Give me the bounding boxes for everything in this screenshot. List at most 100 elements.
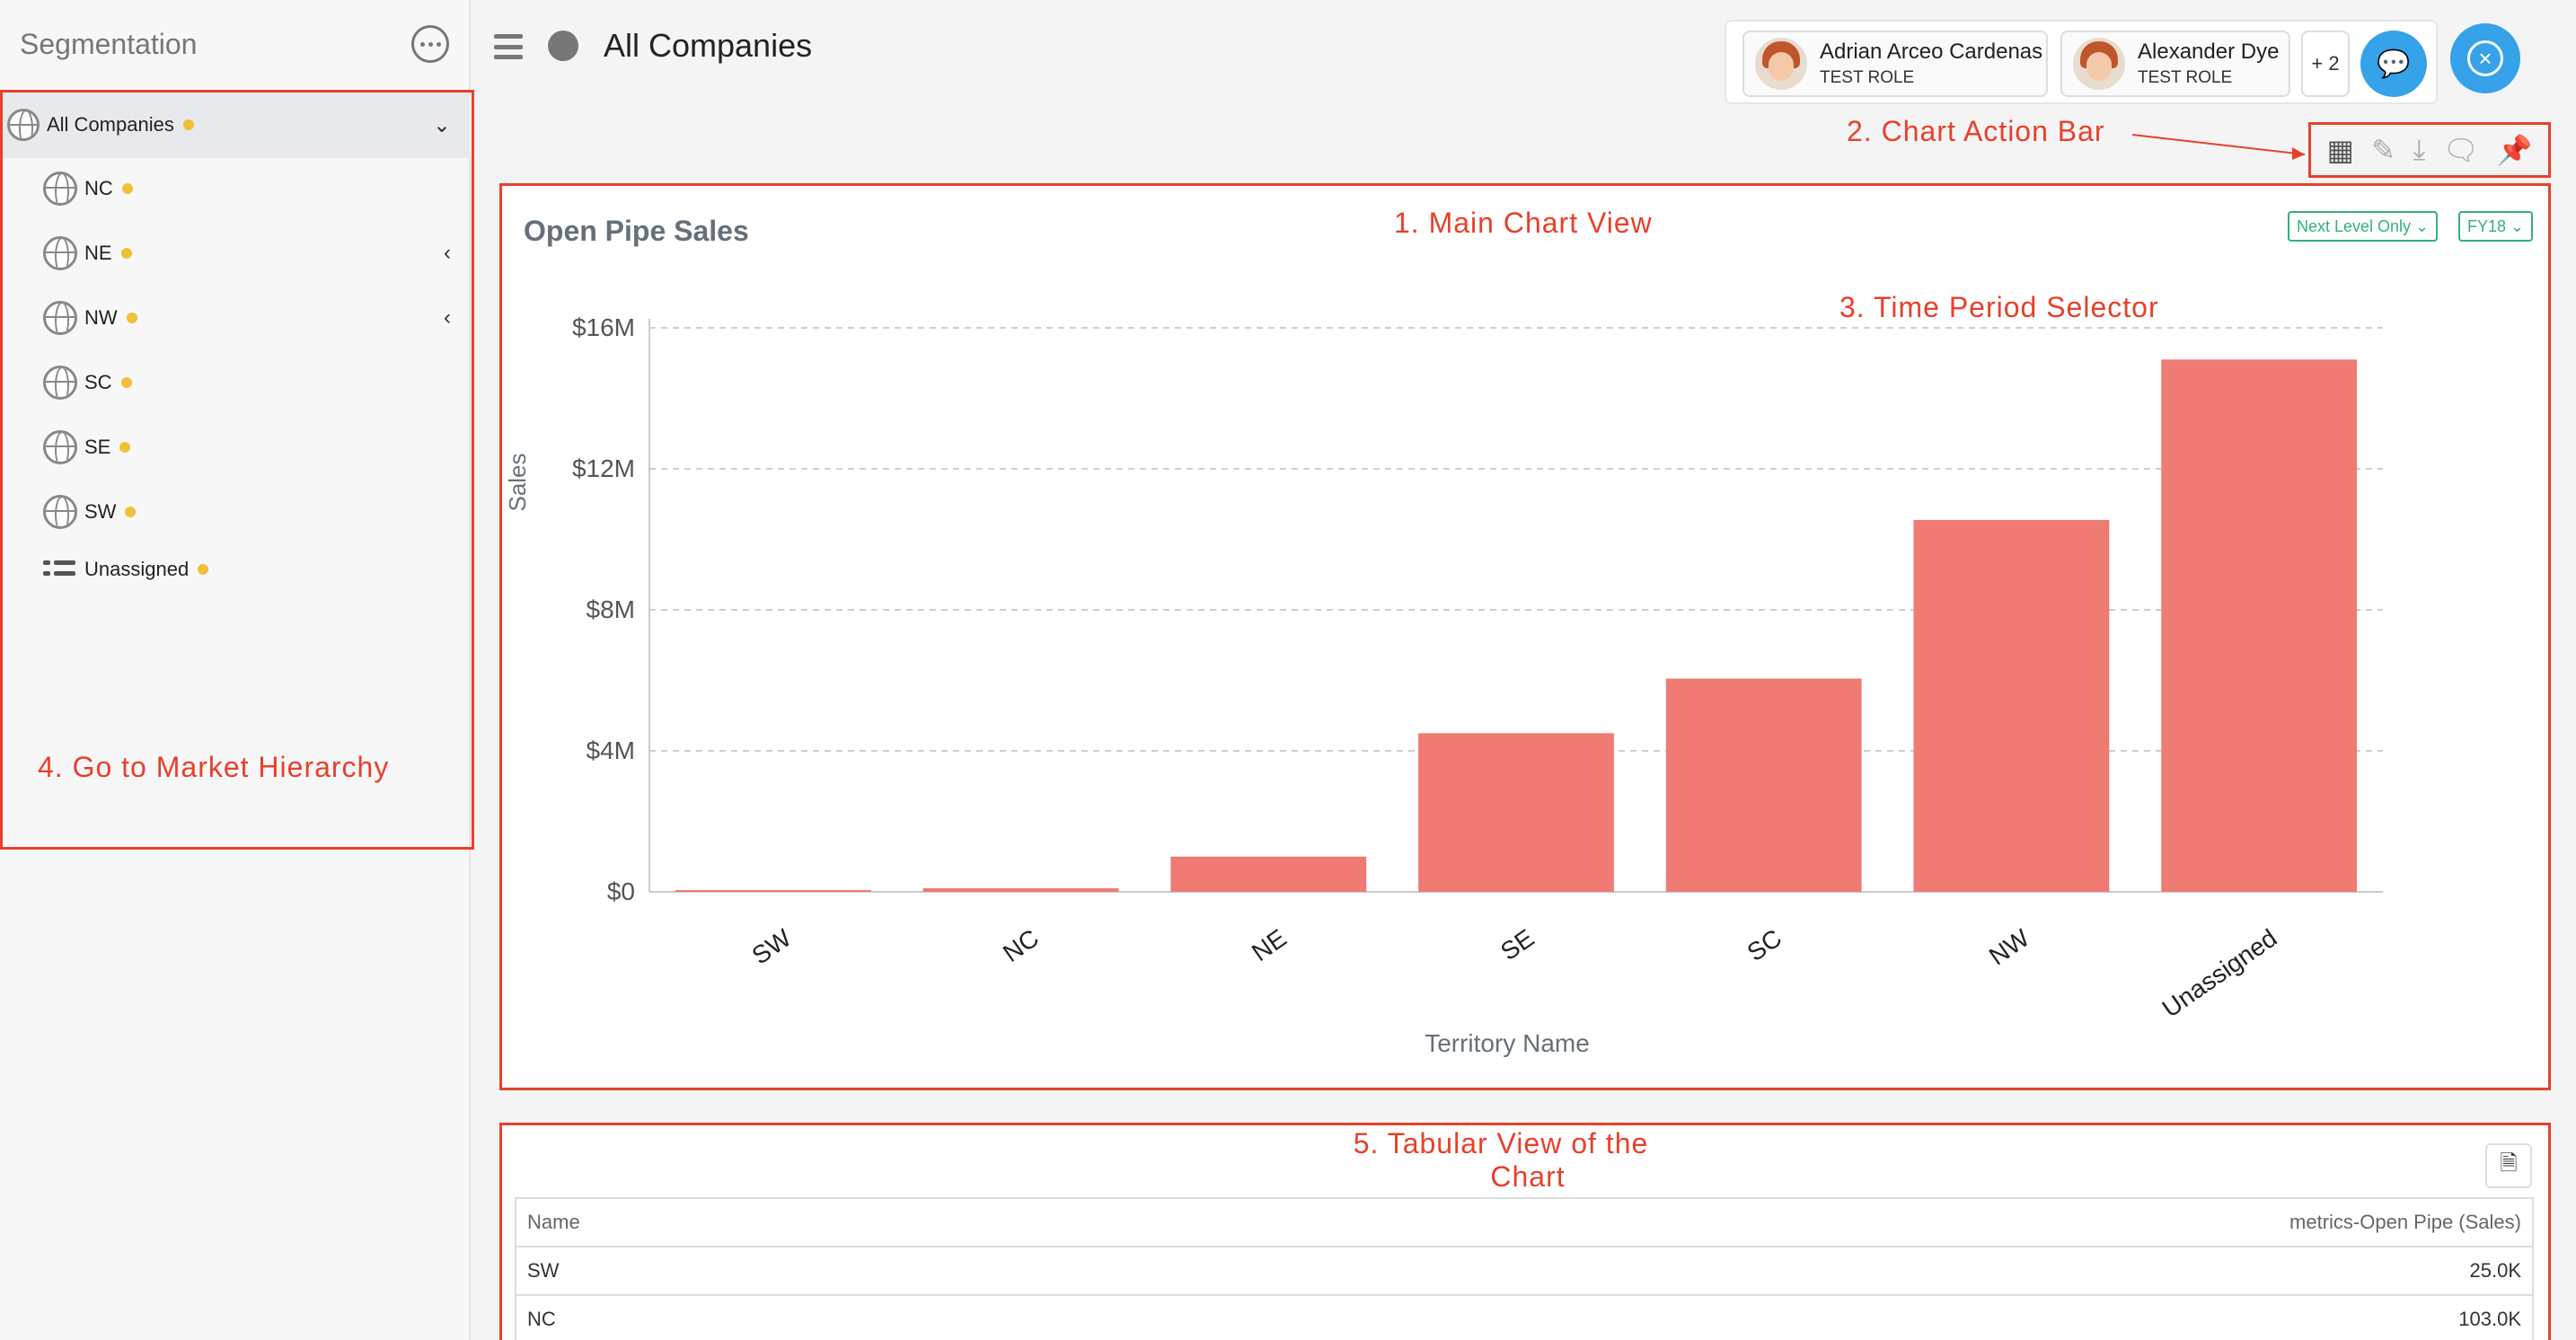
table-icon[interactable]: ▦ [2326, 134, 2354, 166]
sidebar: Segmentation All Companies ⌄ NC NE ‹ NW … [0, 0, 471, 1340]
table-cell: 103.0K [975, 1295, 2533, 1340]
tree-item-sw[interactable]: SW [43, 495, 137, 529]
excel-icon: 🗎 [2500, 1150, 2518, 1176]
collaborator-role: TEST ROLE [2138, 68, 2233, 87]
tree-item-sc[interactable]: SC [43, 366, 132, 400]
x-tick-label: SW [747, 923, 797, 970]
download-icon[interactable]: ⤓ [2413, 133, 2426, 165]
edit-icon[interactable]: ✎ [2371, 134, 2395, 166]
globe-icon [7, 109, 40, 141]
collaborator-role: TEST ROLE [1820, 68, 1915, 87]
globe-icon [43, 236, 77, 270]
tree-item-all-companies[interactable]: All Companies ⌄ [0, 92, 471, 158]
status-dot [120, 377, 132, 388]
bar-chart: $0 $4M $8M $12M $16M SW NC NE SE SC NW Unassigned Te… [504, 313, 2383, 1057]
tree-item-label: NC [84, 177, 113, 199]
x-tick-label: Unassigned [2157, 924, 2282, 1023]
chart-bar [675, 890, 871, 892]
annotation-tabular-line2: Chart [1490, 1160, 1566, 1193]
x-tick-label: NW [1984, 923, 2034, 970]
x-axis-title: Territory Name [1425, 1029, 1590, 1057]
status-dot [121, 183, 133, 194]
tree-item-nw[interactable]: NW ‹ [43, 301, 471, 335]
chevron-down-icon[interactable]: ⌄ [432, 112, 451, 137]
tree-item-ne[interactable]: NE ‹ [43, 236, 471, 270]
status-dot [119, 442, 131, 453]
annotation-action-bar: 2. Chart Action Bar [1847, 115, 2105, 147]
tree-item-label: Unassigned [84, 558, 190, 580]
y-axis-title: Sales [504, 453, 531, 511]
chart-bar [1170, 856, 1367, 892]
y-tick-label: $4M [587, 736, 635, 764]
column-header-name[interactable]: Name [516, 1198, 976, 1247]
more-options-icon[interactable] [411, 25, 449, 63]
tree-item-label: NW [84, 306, 118, 329]
avatar [1755, 38, 1807, 90]
y-tick-label: $8M [587, 595, 635, 623]
x-tick-label: SE [1495, 924, 1539, 966]
globe-icon [43, 301, 77, 335]
table-cell: NC [516, 1295, 976, 1340]
status-dot [120, 248, 132, 259]
globe-icon [43, 495, 77, 529]
status-dot [182, 119, 194, 130]
tree-item-label: SC [84, 371, 112, 393]
collaborators-panel: Adrian Arceo Cardenas TEST ROLE Alexande… [1725, 20, 2438, 104]
tree-item-unassigned[interactable]: Unassigned [43, 558, 209, 581]
tree-item-label: All Companies [47, 113, 174, 136]
annotation-period-selector: 3. Time Period Selector [1839, 291, 2159, 323]
sidebar-title: Segmentation [20, 27, 198, 60]
x-tick-label: NC [998, 924, 1044, 968]
export-excel-button[interactable]: 🗎 [2485, 1143, 2532, 1188]
table-panel: 5. Tabular View of the Chart 🗎 Name metr… [499, 1123, 2551, 1340]
status-dot [126, 313, 137, 323]
table-row: SW 25.0K [516, 1247, 2533, 1296]
sidebar-header: Segmentation [0, 0, 469, 88]
comment-icon[interactable]: 🗨 [2442, 134, 2480, 166]
annotation-hierarchy: 4. Go to Market Hierarchy [38, 751, 390, 783]
pin-icon[interactable]: 📌 [2496, 134, 2533, 166]
annotation-tabular: 5. Tabular View of the Chart [1354, 1127, 1663, 1194]
chart-bar [1913, 519, 2110, 892]
table-cell: 25.0K [975, 1247, 2533, 1296]
x-tick-label: SC [1742, 924, 1787, 967]
chart-title: Open Pipe Sales [524, 215, 749, 247]
avatar [2073, 38, 2125, 90]
tree-item-nc[interactable]: NC [43, 172, 133, 206]
globe-icon [43, 430, 77, 464]
table-header-row: Name metrics-Open Pipe (Sales) [516, 1198, 2533, 1247]
annotation-main-chart: 1. Main Chart View [1394, 207, 1653, 239]
collaborator-card[interactable]: Adrian Arceo Cardenas TEST ROLE [1742, 31, 2048, 97]
data-table: Name metrics-Open Pipe (Sales) SW 25.0K … [515, 1197, 2534, 1340]
hamburger-menu-icon[interactable] [494, 34, 523, 59]
list-icon [43, 559, 77, 580]
y-tick-label: $16M [572, 313, 635, 341]
collaborator-name: Alexander Dye [2138, 40, 2280, 64]
y-tick-label: $0 [607, 877, 635, 905]
globe-icon [548, 31, 578, 61]
close-button[interactable]: × [2450, 23, 2520, 93]
chart-bar [2161, 359, 2358, 892]
more-collaborators-button[interactable]: + 2 [2301, 31, 2350, 97]
y-tick-label: $12M [572, 454, 635, 482]
status-dot [198, 564, 209, 575]
tree-item-label: NE [84, 242, 112, 264]
globe-icon [43, 366, 77, 400]
column-header-metric[interactable]: metrics-Open Pipe (Sales) [975, 1198, 2533, 1247]
chat-button[interactable]: 💬 [2360, 31, 2427, 97]
chevron-left-icon[interactable]: ‹ [444, 305, 451, 330]
top-bar: All Companies [472, 0, 2576, 99]
period-selector-dropdown[interactable]: FY18 ⌄ [2458, 211, 2534, 242]
chart-bar [1665, 678, 1862, 892]
globe-icon [43, 172, 77, 206]
tree-item-se[interactable]: SE [43, 430, 131, 464]
chart-bar [1418, 733, 1614, 892]
chevron-left-icon[interactable]: ‹ [444, 241, 451, 265]
annotation-box-hierarchy [0, 90, 474, 850]
annotation-tabular-line1: 5. Tabular View of the [1353, 1127, 1649, 1159]
collaborator-card[interactable]: Alexander Dye TEST ROLE [2060, 31, 2290, 97]
chart-bar [922, 887, 1119, 892]
table-row: NC 103.0K [516, 1295, 2533, 1340]
collaborator-name: Adrian Arceo Cardenas [1820, 40, 2043, 64]
level-filter-dropdown[interactable]: Next Level Only ⌄ [2288, 211, 2439, 242]
